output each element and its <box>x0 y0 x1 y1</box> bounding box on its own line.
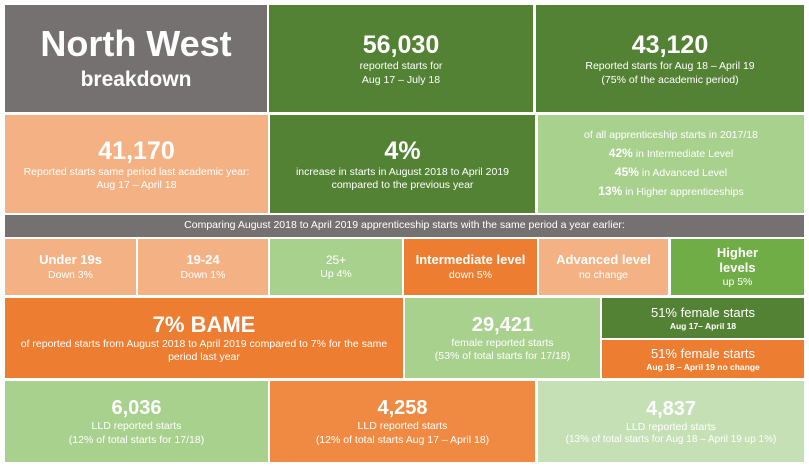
comparison-25-plus: 25+ Up 4% <box>270 239 402 295</box>
tile-last-year: 41,170 Reported starts same period last … <box>5 115 268 213</box>
tile-levels: of all apprenticeship starts in 2017/18 … <box>538 115 804 213</box>
banner-text: Comparing August 2018 to April 2019 appr… <box>184 219 625 232</box>
title-tile: North West breakdown <box>5 5 267 112</box>
comparison-higher: Higher levels up 5% <box>671 239 804 295</box>
comparison-change: Up 4% <box>320 267 352 280</box>
tile-text: Reported starts same period last academi… <box>23 165 250 178</box>
tile-text: (13% of total starts for Aug 18 – April … <box>565 433 777 445</box>
tile-text: compared to the previous year <box>331 179 474 191</box>
tile-lld-prev: 4,258 LLD reported starts (12% of total … <box>270 381 535 462</box>
tile-value: 4% <box>384 136 421 165</box>
tile-value: 43,120 <box>631 31 709 60</box>
tile-text: increase in starts in August 2018 to Apr… <box>295 165 510 178</box>
tile-value: 7% BAME <box>152 311 256 337</box>
tile-text: of all apprenticeship starts in 2017/18 <box>584 128 758 141</box>
comparison-19-24: 19-24 Down 1% <box>138 239 268 295</box>
tile-text: LLD reported starts <box>91 420 182 433</box>
tile-total-starts: 56,030 reported starts for Aug 17 – July… <box>269 5 533 112</box>
tile-text: reported starts for <box>359 60 443 73</box>
tile-value: 51% female starts <box>650 304 756 320</box>
tile-value: 6,036 <box>111 397 162 420</box>
tile-text: LLD reported starts <box>357 420 448 433</box>
tile-text: (12% of total starts for 17/18) <box>68 433 205 446</box>
tile-text: (75% of the academic period) <box>601 73 739 86</box>
tile-lld-1718: 6,036 LLD reported starts (12% of total … <box>5 381 268 462</box>
tile-text: Aug 18 – April 19 no change <box>646 361 760 372</box>
comparison-label: Higher levels <box>716 244 759 276</box>
comparison-change: Down 3% <box>48 268 93 281</box>
tile-value: 51% female starts <box>650 345 756 361</box>
comparison-change: Down 1% <box>180 268 226 281</box>
tile-female: 29,421 female reported starts (53% of to… <box>405 298 600 378</box>
comparison-label: 25+ <box>325 252 347 267</box>
tile-value: 56,030 <box>362 31 440 60</box>
tile-text: LLD reported starts <box>626 420 716 433</box>
level-item: 42% in Intermediate Level <box>608 145 734 160</box>
level-item: 13% in Higher apprenticeships <box>598 184 744 199</box>
tile-text: female reported starts <box>451 336 554 349</box>
tile-value: 4,258 <box>377 397 428 420</box>
comparison-banner: Comparing August 2018 to April 2019 appr… <box>5 215 804 237</box>
tile-text: Aug 17– April 18 <box>669 320 737 331</box>
comparison-label: 19-24 <box>186 252 220 268</box>
tile-text: Reported starts for Aug 18 – April 19 <box>585 60 755 73</box>
tile-increase: 4% increase in starts in August 2018 to … <box>270 115 535 213</box>
tile-value: 4,837 <box>645 397 697 420</box>
comparison-advanced: Advanced level no change <box>539 239 668 295</box>
comparison-change: up 5% <box>722 276 753 289</box>
tile-text: Aug 17 – July 18 <box>361 73 441 86</box>
comparison-change: no change <box>578 268 629 281</box>
tile-bame: 7% BAME of reported starts from August 2… <box>5 298 403 378</box>
tile-value: 41,170 <box>98 136 175 165</box>
page-title: North West <box>40 22 232 64</box>
comparison-under-19s: Under 19s Down 3% <box>5 239 136 295</box>
page-subtitle: breakdown <box>80 68 192 92</box>
tile-value: 29,421 <box>471 313 534 336</box>
tile-text: Aug 17 – April 18 <box>96 179 177 191</box>
comparison-label: Advanced level <box>556 252 651 268</box>
tile-text: of reported starts from August 2018 to A… <box>20 338 388 364</box>
comparison-label: Intermediate level <box>415 252 526 268</box>
tile-female-curr: 51% female starts Aug 18 – April 19 no c… <box>602 340 804 378</box>
level-item: 45% in Advanced Level <box>614 165 728 179</box>
tile-text: (12% of total starts Aug 17 – April 18) <box>315 433 490 446</box>
comparison-label: Under 19s <box>39 252 102 268</box>
tile-text: (53% of total starts for 17/18) <box>434 350 571 362</box>
comparison-change: down 5% <box>448 268 493 281</box>
comparison-intermediate: Intermediate level down 5% <box>404 239 537 295</box>
tile-current-starts: 43,120 Reported starts for Aug 18 – Apri… <box>536 5 804 112</box>
tile-lld-curr: 4,837 LLD reported starts (13% of total … <box>538 381 804 462</box>
tile-female-prev: 51% female starts Aug 17– April 18 <box>602 298 804 338</box>
